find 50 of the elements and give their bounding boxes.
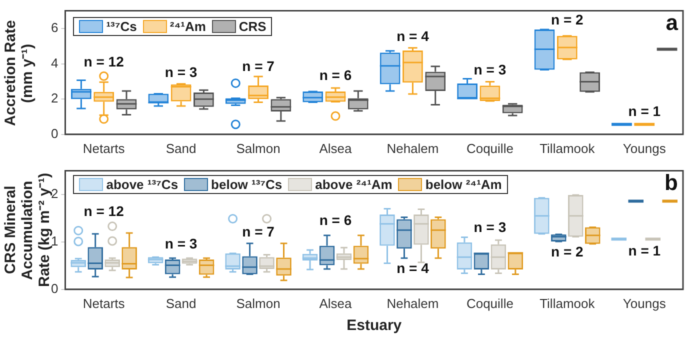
annotation: n = 12 — [84, 202, 124, 219]
y-tick-label: 0 — [50, 126, 58, 141]
annotation: n = 7 — [242, 58, 275, 74]
annotation: n = 3 — [474, 219, 506, 236]
x-tick-label: Netarts — [82, 140, 126, 156]
annotation: a — [666, 10, 679, 35]
x-tick-label: Alsea — [319, 140, 353, 156]
legend-label: below ²⁴¹Am — [425, 176, 502, 192]
annotation: n = 1 — [628, 102, 661, 119]
annotation: n = 2 — [551, 11, 584, 28]
y-tick-label: 2 — [50, 90, 58, 106]
legend-label: ¹³⁷Cs — [106, 18, 137, 34]
x-tick-label: Sand — [166, 140, 196, 156]
annotation: n = 6 — [319, 67, 352, 84]
y-tick-label: 0 — [50, 280, 58, 296]
x-axis-title: Estuary — [346, 317, 402, 334]
legend-label: above ²⁴¹Am — [315, 176, 392, 192]
x-tick-label: Coquille — [466, 296, 514, 311]
annotation: n = 3 — [164, 64, 198, 80]
annotation: n = 2 — [551, 244, 584, 260]
x-tick-label: Tillamook — [540, 140, 596, 156]
legend-label: CRS — [238, 18, 266, 34]
x-tick-label: Tillamook — [540, 296, 596, 311]
y-tick-label: 6 — [50, 20, 58, 36]
annotation: n = 6 — [319, 212, 352, 228]
x-tick-label: Nehalem — [386, 296, 439, 311]
annotation: n = 4 — [396, 260, 430, 276]
x-tick-label: Youngs — [622, 140, 666, 156]
annotation: n = 3 — [474, 62, 506, 78]
legend-label: ²⁴¹Am — [170, 18, 206, 34]
x-tick-label: Alsea — [319, 296, 353, 311]
x-tick-label: Salmon — [236, 140, 280, 156]
legend-label: above ¹³⁷Cs — [106, 176, 178, 192]
x-tick-label: Salmon — [236, 296, 280, 311]
annotation: n = 1 — [628, 242, 661, 258]
x-tick-label: Sand — [166, 296, 196, 311]
y-axis-title: Accretion Rate (mm y⁻¹) — [2, 18, 36, 128]
y-axis-title: CRS Mineral Accumulation Rate (kg m⁻² y⁻¹) — [2, 172, 53, 288]
y-tick-label: 2 — [50, 186, 58, 202]
annotation: n = 3 — [164, 236, 198, 252]
annotation: n = 12 — [84, 53, 124, 70]
x-tick-label: Youngs — [622, 296, 666, 311]
annotation: n = 7 — [242, 223, 275, 240]
legend-label: below ¹³⁷Cs — [211, 176, 282, 192]
annotation: n = 4 — [396, 28, 430, 44]
y-tick-label: 4 — [50, 55, 58, 70]
x-tick-label: Coquille — [466, 140, 514, 156]
x-tick-label: Nehalem — [386, 140, 439, 156]
x-tick-label: Netarts — [82, 296, 126, 311]
annotation: b — [664, 170, 678, 195]
